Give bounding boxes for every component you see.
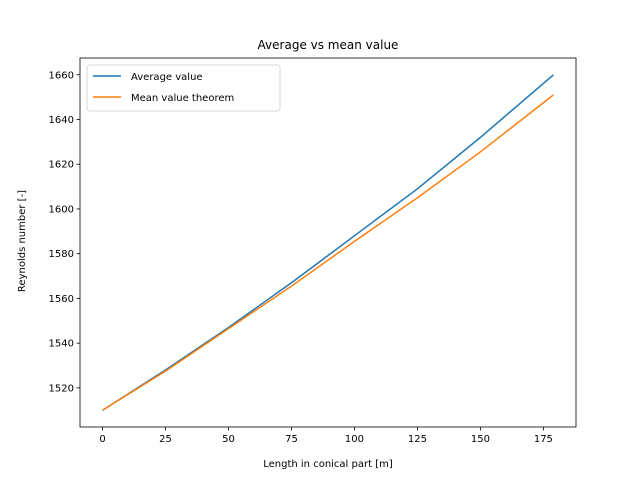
plot-area bbox=[79, 57, 577, 428]
x-tick-label: 25 bbox=[159, 434, 172, 445]
y-tick-label: 1600 bbox=[49, 204, 74, 215]
x-tick-label: 175 bbox=[534, 434, 553, 445]
x-axis-label: Length in conical part [m] bbox=[263, 459, 393, 470]
y-axis-ticks: 1520 1540 1560 1580 1600 1620 1640 1660 bbox=[49, 70, 80, 394]
series-line-2 bbox=[102, 94, 554, 411]
y-tick-label: 1520 bbox=[49, 383, 74, 394]
legend-label-2: Mean value theorem bbox=[131, 93, 234, 104]
x-tick-label: 100 bbox=[345, 434, 364, 445]
y-tick-label: 1620 bbox=[49, 160, 74, 171]
legend: Average value Mean value theorem bbox=[86, 64, 281, 112]
y-tick-label: 1560 bbox=[49, 294, 74, 305]
chart-title: Average vs mean value bbox=[258, 38, 399, 52]
x-tick-label: 75 bbox=[285, 434, 298, 445]
x-tick-label: 150 bbox=[471, 434, 490, 445]
legend-box bbox=[86, 64, 281, 112]
x-axis-ticks: 0 25 50 75 100 125 150 175 bbox=[99, 427, 553, 445]
y-tick-label: 1580 bbox=[49, 249, 74, 260]
legend-label-1: Average value bbox=[131, 72, 203, 83]
y-tick-label: 1540 bbox=[49, 339, 74, 350]
y-tick-label: 1640 bbox=[49, 115, 74, 126]
axes-frame bbox=[79, 57, 577, 428]
x-tick-label: 125 bbox=[408, 434, 427, 445]
x-tick-label: 50 bbox=[222, 434, 235, 445]
y-axis-label: Reynolds number [-] bbox=[17, 190, 28, 292]
y-tick-label: 1660 bbox=[49, 70, 74, 81]
series-line-1 bbox=[102, 74, 554, 411]
x-tick-label: 0 bbox=[99, 434, 105, 445]
